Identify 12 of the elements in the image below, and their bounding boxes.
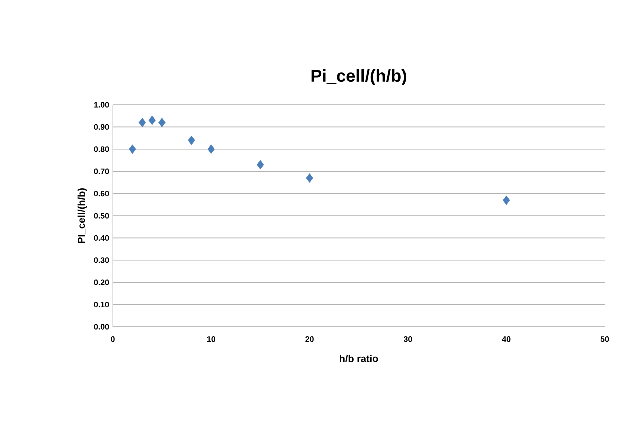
point [129, 144, 136, 154]
chart-title: Pi_cell/(h/b) [312, 69, 406, 86]
point [208, 144, 215, 154]
point [257, 160, 264, 170]
point [503, 196, 510, 206]
point [158, 118, 166, 128]
point [148, 116, 156, 126]
point [188, 136, 196, 146]
point [138, 118, 146, 128]
x-axis-title: h/b ratio [340, 355, 378, 362]
point [306, 174, 314, 183]
y-axis-title: PI_cell/(h/b) [78, 188, 88, 244]
